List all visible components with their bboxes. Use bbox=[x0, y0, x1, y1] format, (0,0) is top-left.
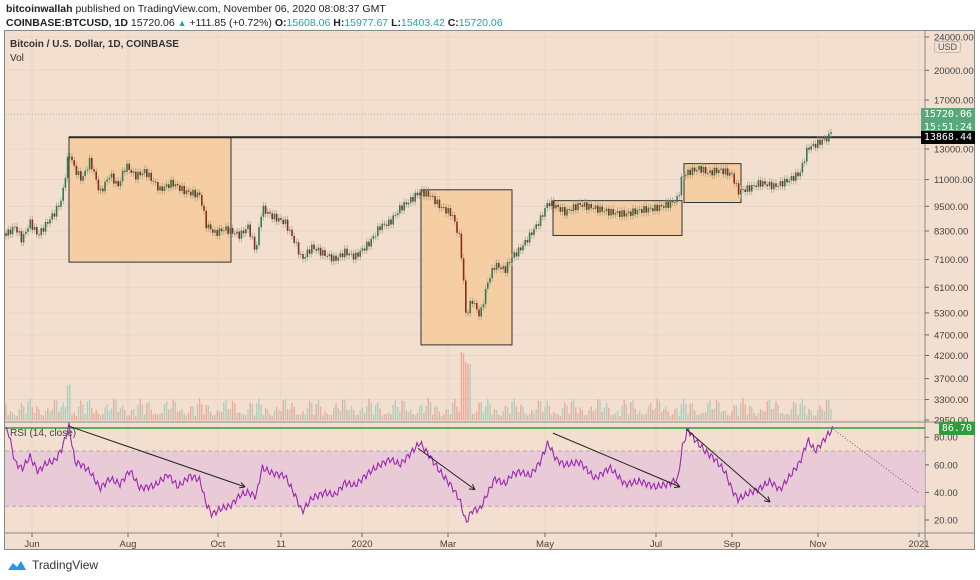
last-price: 15720.06 bbox=[130, 17, 175, 29]
svg-text:2021: 2021 bbox=[908, 539, 929, 550]
svg-text:2950.00: 2950.00 bbox=[934, 416, 968, 427]
svg-text:11000.00: 11000.00 bbox=[934, 175, 973, 186]
countdown-tag: 15:51:24 bbox=[920, 121, 975, 134]
volume-label: Vol bbox=[10, 53, 24, 64]
svg-text:May: May bbox=[536, 539, 554, 550]
level-tag: 13868.44 bbox=[920, 131, 975, 144]
high-value: 15977.67 bbox=[344, 17, 389, 29]
brand-name: TradingView bbox=[32, 558, 99, 572]
svg-text:Jun: Jun bbox=[24, 539, 39, 550]
publish-header: bitcoinwallah published on TradingView.c… bbox=[6, 2, 503, 30]
svg-text:5300.00: 5300.00 bbox=[934, 308, 968, 319]
open-value: 15608.06 bbox=[286, 17, 331, 29]
svg-text:3700.00: 3700.00 bbox=[934, 374, 968, 385]
svg-text:80.00: 80.00 bbox=[934, 433, 958, 444]
published-text: published on TradingView.com, November 0… bbox=[75, 3, 386, 15]
svg-text:17000.00: 17000.00 bbox=[934, 96, 974, 107]
low-value: 15403.42 bbox=[400, 17, 445, 29]
up-triangle-icon: ▲ bbox=[177, 18, 187, 28]
tradingview-logo[interactable]: TradingView bbox=[6, 558, 98, 572]
svg-text:6100.00: 6100.00 bbox=[934, 283, 968, 294]
svg-text:11: 11 bbox=[276, 539, 286, 550]
svg-text:4700.00: 4700.00 bbox=[934, 330, 968, 341]
cloud-icon bbox=[8, 561, 26, 570]
svg-text:60.00: 60.00 bbox=[934, 460, 958, 471]
close-label: C: bbox=[447, 17, 459, 29]
open-label: O: bbox=[274, 17, 287, 29]
svg-text:9500.00: 9500.00 bbox=[934, 202, 968, 213]
svg-text:24000.00: 24000.00 bbox=[934, 33, 974, 44]
last-price-tag: 15720.06 bbox=[920, 108, 975, 121]
svg-text:Oct: Oct bbox=[211, 539, 226, 550]
svg-text:Jul: Jul bbox=[650, 539, 662, 550]
price-change: +111.85 (+0.72%) bbox=[189, 17, 272, 29]
high-label: H: bbox=[333, 17, 345, 29]
author-name[interactable]: bitcoinwallah bbox=[6, 3, 73, 15]
svg-text:Nov: Nov bbox=[810, 539, 827, 550]
svg-text:8300.00: 8300.00 bbox=[934, 226, 968, 237]
chart-legend: Bitcoin / U.S. Dollar, 1D, COINBASE Vol bbox=[10, 38, 179, 66]
svg-text:40.00: 40.00 bbox=[934, 488, 958, 499]
svg-text:7100.00: 7100.00 bbox=[934, 255, 968, 266]
svg-text:Aug: Aug bbox=[120, 539, 137, 550]
svg-text:13000.00: 13000.00 bbox=[934, 145, 974, 156]
svg-text:Mar: Mar bbox=[440, 539, 456, 550]
svg-text:Sep: Sep bbox=[724, 539, 741, 550]
currency-badge[interactable]: USD bbox=[934, 41, 962, 53]
chart-title: Bitcoin / U.S. Dollar, 1D, COINBASE bbox=[10, 39, 179, 50]
rsi-value-tag: 86.70 bbox=[938, 422, 975, 435]
low-label: L: bbox=[391, 17, 401, 29]
symbol-label: COINBASE:BTCUSD, 1D bbox=[6, 17, 128, 29]
svg-text:3300.00: 3300.00 bbox=[934, 395, 968, 406]
svg-text:4200.00: 4200.00 bbox=[934, 351, 968, 362]
close-value: 15720.06 bbox=[458, 17, 503, 29]
svg-text:20000.00: 20000.00 bbox=[934, 66, 974, 77]
rsi-label: RSI (14, close) bbox=[10, 428, 77, 439]
svg-text:20.00: 20.00 bbox=[934, 516, 958, 527]
svg-text:2020: 2020 bbox=[351, 539, 372, 550]
